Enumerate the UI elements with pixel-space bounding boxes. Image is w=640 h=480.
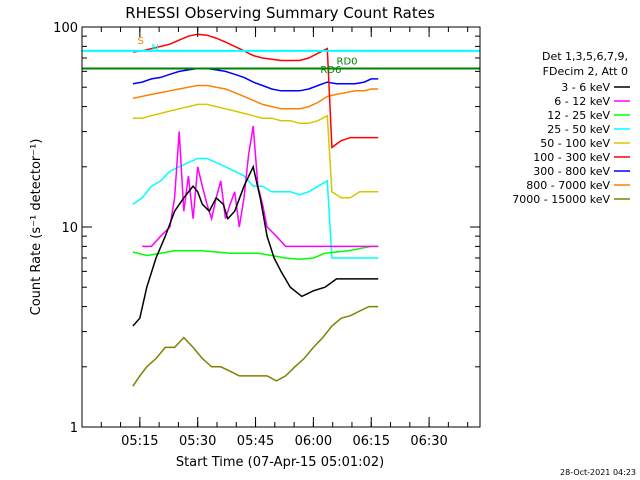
legend-entry-label: 3 - 6 keV — [561, 81, 610, 94]
x-axis-label: Start Time (07-Apr-15 05:01:02) — [176, 455, 384, 470]
series-line — [132, 245, 379, 260]
annotation-label: S — [138, 36, 144, 47]
legend-entry-label: 100 - 300 keV — [533, 151, 610, 164]
x-tick-label: 06:15 — [353, 434, 390, 449]
series-line — [132, 67, 379, 92]
series-line — [132, 103, 379, 199]
x-tick-label: 06:30 — [410, 434, 447, 449]
legend-header-line-1: Det 1,3,5,6,7,9, — [542, 50, 628, 63]
y-tick-label: 1 — [70, 421, 78, 436]
legend-entry-label: 12 - 25 keV — [547, 109, 610, 122]
series-line — [132, 84, 379, 110]
legend-entry-label: 300 - 800 keV — [533, 165, 610, 178]
timestamp: 28-Oct-2021 04:23 — [560, 468, 636, 477]
y-axis-label: Count Rate (s⁻¹ detector⁻¹) — [29, 139, 44, 316]
series-line — [132, 164, 379, 327]
y-tick-label: 100 — [53, 21, 78, 36]
legend-entry-label: 50 - 100 keV — [540, 137, 610, 150]
x-tick-label: 05:30 — [179, 434, 216, 449]
x-tick-label: 05:45 — [237, 434, 274, 449]
chart-title: RHESSI Observing Summary Count Rates — [125, 4, 435, 22]
legend-entry-label: 6 - 12 keV — [554, 95, 610, 108]
x-tick-label: 06:00 — [295, 434, 332, 449]
annotation-label: N — [151, 43, 158, 54]
annotation-label: RD0 — [337, 56, 358, 67]
legend-entry-label: 800 - 7000 keV — [526, 179, 610, 192]
annotation-label: RD6 — [320, 65, 341, 76]
y-tick-label: 10 — [61, 221, 78, 236]
legend-entry-label: 7000 - 15000 keV — [512, 193, 610, 206]
series-line — [132, 33, 379, 149]
legend-header-line-2: FDecim 2, Att 0 — [543, 65, 628, 78]
x-tick-label: 05:15 — [121, 434, 158, 449]
legend: Det 1,3,5,6,7,9, FDecim 2, Att 0 3 - 6 k… — [512, 50, 630, 206]
series-line — [132, 305, 379, 387]
legend-entry-label: 25 - 50 keV — [547, 123, 610, 136]
